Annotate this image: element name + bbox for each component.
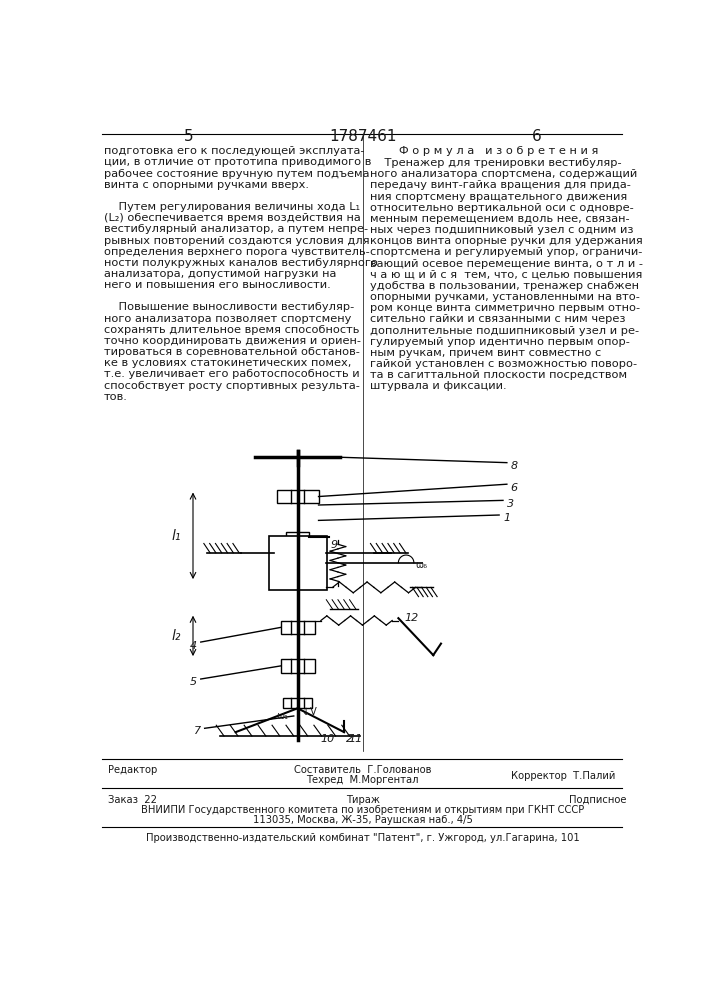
- Text: 6: 6: [510, 483, 518, 493]
- Text: спортсмена и регулируемый упор, ограничи-: спортсмена и регулируемый упор, ограничи…: [370, 247, 643, 257]
- Text: 12: 12: [404, 613, 419, 623]
- Text: относительно вертикальной оси с одновре-: относительно вертикальной оси с одновре-: [370, 203, 634, 213]
- Text: Путем регулирования величины хода L₁: Путем регулирования величины хода L₁: [104, 202, 360, 212]
- Text: Заказ  22: Заказ 22: [107, 795, 157, 805]
- Text: l₁: l₁: [172, 529, 182, 543]
- Text: Производственно-издательский комбинат "Патент", г. Ужгород, ул.Гагарина, 101: Производственно-издательский комбинат "П…: [146, 833, 580, 843]
- Text: та в сагиттальной плоскости посредством: та в сагиттальной плоскости посредством: [370, 370, 628, 380]
- Text: 9: 9: [331, 540, 338, 550]
- Text: ВНИИПИ Государственного комитета по изобретениям и открытиям при ГКНТ СССР: ВНИИПИ Государственного комитета по изоб…: [141, 805, 585, 815]
- Text: 1787461: 1787461: [329, 129, 397, 144]
- Text: ω₆: ω₆: [416, 560, 428, 570]
- Text: 11: 11: [348, 734, 362, 744]
- Text: анализатора, допустимой нагрузки на: анализатора, допустимой нагрузки на: [104, 269, 337, 279]
- Text: дополнительные подшипниковый узел и ре-: дополнительные подшипниковый узел и ре-: [370, 326, 640, 336]
- Text: ности полукружных каналов вестибулярного: ности полукружных каналов вестибулярного: [104, 258, 378, 268]
- Text: ↓V: ↓V: [301, 707, 316, 717]
- Text: ным ручкам, причем винт совместно с: ным ручкам, причем винт совместно с: [370, 348, 602, 358]
- Text: винта с опорными ручками вверх.: винта с опорными ручками вверх.: [104, 180, 309, 190]
- Text: Техред  М.Моргентал: Техред М.Моргентал: [306, 775, 419, 785]
- Text: передачу винт-гайка вращения для прида-: передачу винт-гайка вращения для прида-: [370, 180, 631, 190]
- Bar: [269, 536, 327, 590]
- Text: ке в условиях статокинетических помех,: ке в условиях статокинетических помех,: [104, 358, 351, 368]
- Bar: [276, 490, 320, 503]
- Text: подготовка его к последующей эксплуата-: подготовка его к последующей эксплуата-: [104, 146, 364, 156]
- Text: вестибулярный анализатор, а путем непре-: вестибулярный анализатор, а путем непре-: [104, 224, 368, 234]
- Text: ции, в отличие от прототипа приводимого в: ции, в отличие от прототипа приводимого …: [104, 157, 371, 167]
- Text: 3: 3: [507, 499, 514, 509]
- Text: ч а ю щ и й с я  тем, что, с целью повышения: ч а ю щ и й с я тем, что, с целью повыше…: [370, 270, 643, 280]
- Bar: [281, 620, 315, 634]
- Bar: [286, 532, 309, 543]
- Text: сохранять длительное время способность: сохранять длительное время способность: [104, 325, 359, 335]
- Text: ω₁: ω₁: [276, 711, 288, 721]
- Text: Тренажер для тренировки вестибуляр-: Тренажер для тренировки вестибуляр-: [370, 158, 622, 168]
- Text: 113035, Москва, Ж-35, Раушская наб., 4/5: 113035, Москва, Ж-35, Раушская наб., 4/5: [253, 815, 473, 825]
- Text: ного анализатора позволяет спортсмену: ного анализатора позволяет спортсмену: [104, 314, 351, 324]
- Text: Составитель  Г.Голованов: Составитель Г.Голованов: [294, 765, 431, 775]
- Text: Подписное: Подписное: [569, 795, 626, 805]
- Text: Редактор: Редактор: [107, 765, 157, 775]
- Text: опорными ручками, установленными на вто-: опорными ручками, установленными на вто-: [370, 292, 641, 302]
- Text: ного анализатора спортсмена, содержащий: ного анализатора спортсмена, содержащий: [370, 169, 638, 179]
- Text: тироваться в соревновательной обстанов-: тироваться в соревновательной обстанов-: [104, 347, 360, 357]
- Text: определения верхнего порога чувствитель-: определения верхнего порога чувствитель-: [104, 247, 370, 257]
- Text: (L₂) обеспечивается время воздействия на: (L₂) обеспечивается время воздействия на: [104, 213, 361, 223]
- Text: Ф о р м у л а   и з о б р е т е н и я: Ф о р м у л а и з о б р е т е н и я: [399, 146, 598, 156]
- Text: l₂: l₂: [172, 629, 182, 643]
- Text: него и повышения его выносливости.: него и повышения его выносливости.: [104, 280, 331, 290]
- Text: 2: 2: [346, 734, 353, 744]
- Text: 1: 1: [503, 513, 510, 523]
- Bar: [283, 698, 312, 708]
- Text: 10: 10: [321, 734, 335, 744]
- Text: 6: 6: [532, 129, 541, 144]
- Text: рывных повторений создаются условия для: рывных повторений создаются условия для: [104, 235, 370, 245]
- Text: рабочее состояние вручную путем подъема: рабочее состояние вручную путем подъема: [104, 169, 369, 179]
- Text: Повышение выносливости вестибуляр-: Повышение выносливости вестибуляр-: [104, 302, 354, 312]
- Text: удобства в пользовании, тренажер снабжен: удобства в пользовании, тренажер снабжен: [370, 281, 639, 291]
- Text: 5: 5: [189, 677, 197, 687]
- Text: ром конце винта симметрично первым отно-: ром конце винта симметрично первым отно-: [370, 303, 641, 313]
- Text: 5: 5: [185, 129, 194, 144]
- Text: гайкой установлен с возможностью поворо-: гайкой установлен с возможностью поворо-: [370, 359, 638, 369]
- Text: Тираж: Тираж: [346, 795, 380, 805]
- Text: точно координировать движения и ориен-: точно координировать движения и ориен-: [104, 336, 361, 346]
- Text: сительно гайки и связанными с ним через: сительно гайки и связанными с ним через: [370, 314, 626, 324]
- Text: т.е. увеличивает его работоспособность и: т.е. увеличивает его работоспособность и: [104, 369, 359, 379]
- Text: тов.: тов.: [104, 392, 128, 402]
- Text: вающий осевое перемещение винта, о т л и -: вающий осевое перемещение винта, о т л и…: [370, 259, 643, 269]
- Text: 7: 7: [194, 726, 201, 736]
- Text: 8: 8: [510, 461, 518, 471]
- Bar: [281, 659, 315, 673]
- Text: ных через подшипниковый узел с одним из: ных через подшипниковый узел с одним из: [370, 225, 634, 235]
- Text: 4: 4: [189, 641, 197, 651]
- Text: штурвала и фиксации.: штурвала и фиксации.: [370, 381, 507, 391]
- Text: Корректор  Т.Палий: Корректор Т.Палий: [511, 771, 615, 781]
- Text: концов винта опорные ручки для удержания: концов винта опорные ручки для удержания: [370, 236, 643, 246]
- Text: менным перемещением вдоль нее, связан-: менным перемещением вдоль нее, связан-: [370, 214, 630, 224]
- Text: способствует росту спортивных результа-: способствует росту спортивных результа-: [104, 381, 360, 391]
- Text: ния спортсмену вращательного движения: ния спортсмену вращательного движения: [370, 192, 628, 202]
- Text: гулируемый упор идентично первым опор-: гулируемый упор идентично первым опор-: [370, 337, 631, 347]
